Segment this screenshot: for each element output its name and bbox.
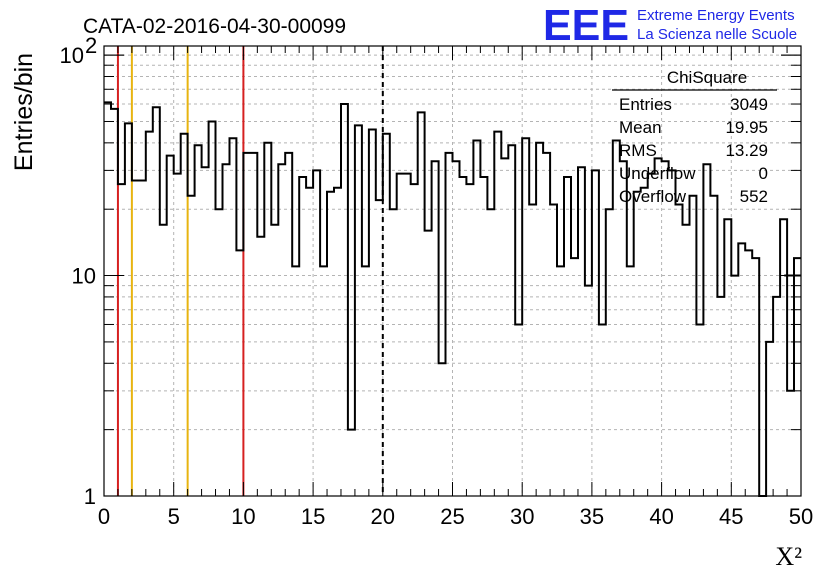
chart-title: CATA-02-2016-04-30-00099 — [83, 15, 346, 38]
x-tick-label: 20 — [371, 504, 395, 529]
y-tick-label-exponent: 2 — [85, 33, 97, 58]
reference-lines — [116, 46, 384, 496]
y-tick-label: 1 — [84, 484, 96, 509]
x-tick-label: 5 — [168, 504, 180, 529]
stats-overflow-value: 552 — [740, 187, 768, 206]
stats-entries-value: 3049 — [730, 95, 768, 114]
x-axis-label: X² — [775, 542, 802, 571]
x-tick-label: 50 — [789, 504, 813, 529]
x-tick-label: 0 — [98, 504, 110, 529]
stats-mean-label: Mean — [619, 118, 662, 137]
eee-logo: EEE Extreme Energy Events La Scienza nel… — [543, 1, 797, 50]
y-axis-label: Entries/bin — [10, 53, 38, 171]
eee-logo-line2: La Scienza nelle Scuole — [637, 26, 797, 43]
histogram-outline — [104, 101, 801, 497]
x-tick-label: 35 — [580, 504, 604, 529]
x-tick-label: 10 — [231, 504, 255, 529]
x-tick-label: 40 — [649, 504, 673, 529]
axis-ticks — [103, 46, 802, 497]
stats-entries-label: Entries — [619, 95, 672, 114]
x-tick-label: 45 — [719, 504, 743, 529]
eee-logo-mark: EEE — [543, 1, 629, 50]
x-tick-label: 25 — [440, 504, 464, 529]
x-tick-label: 15 — [301, 504, 325, 529]
stats-mean-value: 19.95 — [725, 118, 768, 137]
stats-rms-label: RMS — [619, 141, 657, 160]
stats-underflow-value: 0 — [759, 164, 768, 183]
stats-box: ChiSquare Entries 3049 Mean 19.95 RMS 13… — [612, 68, 777, 206]
stats-box-title: ChiSquare — [667, 68, 747, 87]
stats-rms-value: 13.29 — [725, 141, 768, 160]
y-tick-label: 10 — [60, 43, 84, 68]
x-tick-label: 30 — [510, 504, 534, 529]
plot-grid — [104, 46, 801, 496]
stats-overflow-label: Overflow — [619, 187, 687, 206]
y-tick-label: 10 — [72, 264, 96, 289]
stats-underflow-label: Underflow — [619, 164, 696, 183]
x-tick-labels: 0 5 10 15 20 25 30 35 40 45 50 — [98, 504, 813, 529]
eee-logo-line1: Extreme Energy Events — [637, 7, 795, 24]
